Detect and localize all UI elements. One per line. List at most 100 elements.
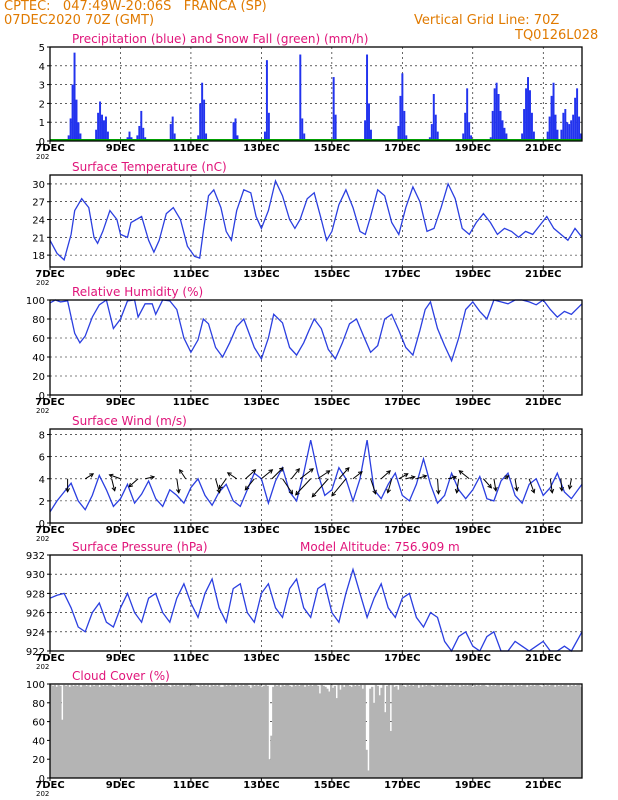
cloud-bar xyxy=(563,684,566,778)
wind-arrow xyxy=(380,470,391,480)
cloud-bar xyxy=(53,684,56,778)
wind-ytick-label-3: 6 xyxy=(39,453,45,464)
precip-bar xyxy=(572,114,575,141)
cloud-bar xyxy=(449,685,452,778)
wind-arrow-head xyxy=(216,488,221,494)
cloud-bar xyxy=(139,685,142,778)
precip-bar xyxy=(570,120,573,141)
cloud-bar xyxy=(104,684,107,778)
wind-arrow-head xyxy=(372,489,377,495)
wind-xtick-label-5: 17DEC xyxy=(384,525,420,536)
cloud-bar xyxy=(468,684,471,778)
rh-ytick-label-3: 60 xyxy=(32,334,45,345)
wind-arrow-head xyxy=(403,473,409,478)
precip-bar xyxy=(578,116,581,141)
cloud-bar xyxy=(283,685,286,778)
pres-ytick-label-4: 930 xyxy=(26,570,45,581)
cloud-bar xyxy=(561,685,564,778)
cloud-bar xyxy=(535,684,538,778)
cloud-bar xyxy=(428,684,432,778)
pres-xtick-label-2: 11DEC xyxy=(173,653,209,664)
cloud-bar xyxy=(81,684,84,778)
precip-bar xyxy=(201,82,204,141)
precip-bar xyxy=(171,116,174,141)
cloud-bar xyxy=(567,686,570,778)
cloud-bar xyxy=(96,684,99,778)
cloud-bar xyxy=(210,684,213,778)
precip-bar xyxy=(73,52,76,141)
temp-xtick-label-6: 19DEC xyxy=(455,269,491,280)
precip-bar xyxy=(197,135,200,141)
rh-ytick-label-0: 0 xyxy=(39,391,45,402)
cloud-bar xyxy=(216,685,219,778)
cloud-bar xyxy=(270,735,273,778)
cloud-bar xyxy=(109,684,112,778)
cloud-bar xyxy=(540,686,544,778)
precip-bar xyxy=(67,135,70,141)
cloud-bar xyxy=(509,684,512,778)
wind-arrow-head xyxy=(493,486,498,492)
wind-arrow-head xyxy=(309,468,314,473)
cloud-bar xyxy=(550,684,553,778)
cloud-bar xyxy=(178,684,182,778)
precip-bar xyxy=(77,122,80,141)
cloud-bar xyxy=(496,684,499,778)
cloud-bar xyxy=(326,688,329,778)
cloud-bar xyxy=(466,685,469,778)
cloud-bar xyxy=(501,684,504,778)
cloud-bar xyxy=(348,685,351,778)
cloud-bar xyxy=(294,685,297,778)
cloud-bar xyxy=(511,684,514,778)
cloud-bar xyxy=(300,684,303,778)
cloud-xtick-label-4: 15DEC xyxy=(314,780,350,791)
pres-ytick-label-0: 922 xyxy=(26,647,45,658)
cloud-bar xyxy=(350,686,353,778)
precip-bar xyxy=(548,116,551,141)
precip-bar xyxy=(267,112,270,141)
cloud-bar xyxy=(557,685,560,778)
cloud-bar xyxy=(414,684,417,778)
precip-bar xyxy=(101,114,104,141)
rh-series-line xyxy=(49,298,583,363)
cloud-bar xyxy=(415,684,419,778)
cloud-xtick-label-7: 21DEC xyxy=(525,780,561,791)
rh-title: Relative Humidity (%) xyxy=(72,285,203,299)
cloud-bar xyxy=(244,684,247,778)
cloud-bar xyxy=(393,686,396,778)
cloud-bar xyxy=(57,684,60,778)
cloud-bar xyxy=(122,684,126,778)
cloud-bar xyxy=(193,684,196,778)
cloud-bar xyxy=(229,685,232,778)
wind-arrow xyxy=(282,478,293,495)
wind-arrow xyxy=(84,473,94,480)
rh-ytick-label-5: 100 xyxy=(26,296,45,307)
wind-arrow xyxy=(331,478,347,497)
pres-xtick-label-0: 7DEC xyxy=(35,653,64,664)
wind-arrow-head xyxy=(530,488,536,494)
cloud-bar xyxy=(268,759,271,778)
wind-arrow-head xyxy=(179,468,184,474)
pres-xtick-label-1: 9DEC xyxy=(106,653,135,664)
cloud-bar xyxy=(443,684,447,778)
wind-arrow-head xyxy=(559,486,564,492)
cloud-bar xyxy=(382,684,385,778)
wind-arrow xyxy=(514,478,518,491)
cloud-bar xyxy=(182,686,185,778)
cloud-bar xyxy=(565,684,568,778)
cloud-bar xyxy=(117,685,120,778)
precip-bar xyxy=(523,109,526,141)
cloud-bar xyxy=(85,685,88,778)
cloud-bar xyxy=(386,685,389,778)
cloud-bar xyxy=(197,686,200,778)
precip-xtick-label-7: 21DEC xyxy=(525,143,561,154)
rh-ytick-label-2: 40 xyxy=(32,353,45,364)
precip-bar xyxy=(560,129,563,141)
temp-series-line xyxy=(49,178,583,262)
cloud-bar xyxy=(59,685,62,778)
cloud-bar xyxy=(132,684,135,778)
cloud-bar xyxy=(176,685,180,778)
precip-bar xyxy=(99,101,102,141)
precip-bar xyxy=(234,118,237,141)
pres-xtick-label-4: 15DEC xyxy=(314,653,350,664)
temp-ytick-label-1: 21 xyxy=(32,233,45,244)
